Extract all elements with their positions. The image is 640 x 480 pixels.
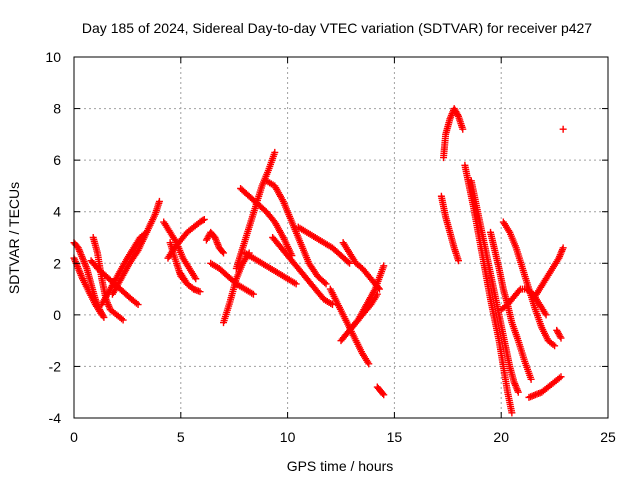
data-point <box>454 111 462 119</box>
data-point <box>271 148 279 156</box>
series-seg28 <box>467 177 522 396</box>
series-seg27 <box>461 161 516 417</box>
data-point <box>373 290 381 298</box>
data-point <box>346 259 354 267</box>
data-point <box>98 311 106 319</box>
data-point <box>292 280 300 288</box>
x-tick-labels: 0 5 10 15 20 25 <box>70 429 616 445</box>
axis-ticks <box>73 56 609 419</box>
series-seg32 <box>529 244 567 303</box>
series-seg10 <box>164 215 208 262</box>
data-point <box>132 299 140 307</box>
data-points <box>70 105 567 417</box>
chart-title: Day 185 of 2024, Sidereal Day-to-day VTE… <box>82 20 592 36</box>
series-seg4 <box>89 234 127 324</box>
data-point <box>199 216 207 224</box>
data-point <box>555 374 563 382</box>
y-tick-label: 0 <box>53 307 61 323</box>
y-tick-label: 4 <box>53 204 61 220</box>
data-point <box>249 290 257 298</box>
data-point <box>508 409 516 417</box>
y-axis-label: SDTVAR / TECUs <box>6 182 22 294</box>
data-point <box>514 388 522 396</box>
data-point <box>557 334 565 342</box>
y-tick-labels: -4 -2 0 2 4 6 8 10 <box>45 49 61 426</box>
y-tick-label: -2 <box>49 358 62 374</box>
data-point <box>321 279 329 287</box>
series-seg15 <box>237 185 296 260</box>
data-point <box>196 288 204 296</box>
data-point <box>328 301 336 309</box>
series-seg2 <box>70 254 106 319</box>
plot-frame <box>73 56 609 419</box>
data-point <box>380 391 388 399</box>
series-seg6 <box>108 197 163 298</box>
data-point <box>220 249 228 257</box>
data-point <box>155 197 163 205</box>
series-seg14 <box>232 148 279 272</box>
x-tick-label: 10 <box>280 429 296 445</box>
series-seg19 <box>294 223 354 267</box>
data-point <box>556 333 564 341</box>
data-point <box>459 125 467 133</box>
data-point <box>344 258 352 266</box>
data-point <box>557 373 565 381</box>
data-point <box>365 360 373 368</box>
series-seg24 <box>373 383 388 399</box>
data-point <box>218 248 226 256</box>
data-point <box>119 316 127 324</box>
data-point <box>380 262 388 270</box>
series-seg18 <box>269 234 336 309</box>
x-tick-label: 5 <box>177 429 185 445</box>
series-seg33 <box>525 373 565 401</box>
data-point <box>527 375 535 383</box>
series-seg23 <box>348 290 381 332</box>
data-point <box>454 257 462 265</box>
series-seg26 <box>437 192 462 265</box>
data-point <box>559 244 567 252</box>
y-tick-label: 2 <box>53 255 61 271</box>
series-outlier <box>559 125 567 133</box>
y-tick-label: -4 <box>49 410 62 426</box>
data-point <box>542 311 550 319</box>
series-seg34 <box>553 326 565 342</box>
series-seg9 <box>177 270 204 296</box>
data-point <box>134 301 142 309</box>
series-seg12 <box>207 259 257 298</box>
data-point <box>118 315 126 323</box>
grid <box>74 57 608 418</box>
data-point <box>549 341 557 349</box>
data-point <box>322 280 330 288</box>
y-tick-label: 10 <box>45 49 61 65</box>
data-point <box>192 275 200 283</box>
data-point <box>559 125 567 133</box>
x-tick-label: 20 <box>493 429 509 445</box>
series-seg22 <box>337 262 388 345</box>
x-tick-label: 0 <box>70 429 78 445</box>
data-point <box>551 342 559 350</box>
y-tick-label: 8 <box>53 101 61 117</box>
series-seg16 <box>262 177 330 288</box>
series-seg17 <box>241 249 300 288</box>
data-point <box>379 390 387 398</box>
series-seg11 <box>202 228 228 257</box>
x-tick-label: 15 <box>387 429 403 445</box>
x-tick-label: 25 <box>600 429 616 445</box>
series-seg25 <box>440 105 467 162</box>
series-seg30 <box>499 218 559 350</box>
x-axis-label: GPS time / hours <box>287 458 394 474</box>
data-point <box>515 287 523 295</box>
data-point <box>200 215 208 223</box>
y-tick-label: 6 <box>53 152 61 168</box>
